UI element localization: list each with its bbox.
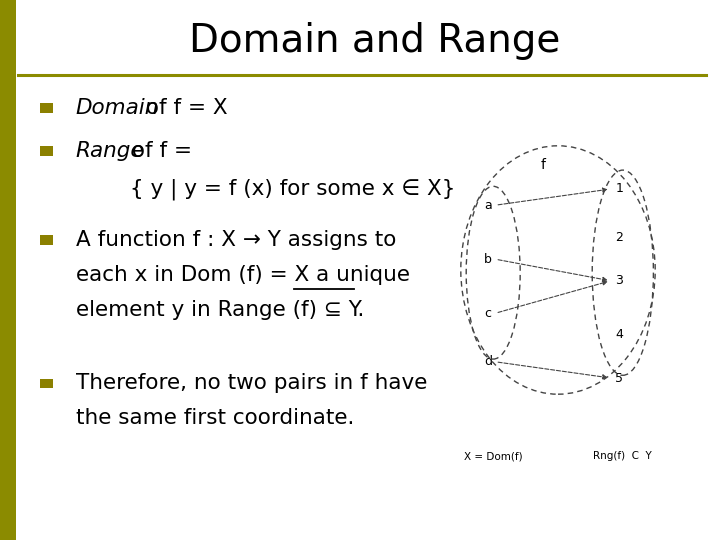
Text: A function f : X → Y assigns to: A function f : X → Y assigns to: [76, 230, 396, 251]
Text: 5: 5: [615, 372, 624, 384]
Text: X = Dom(f): X = Dom(f): [464, 451, 523, 461]
Text: b: b: [485, 253, 492, 266]
Bar: [40, 146, 53, 156]
Text: Therefore, no two pairs in f have: Therefore, no two pairs in f have: [76, 373, 427, 394]
Text: 2: 2: [616, 231, 623, 244]
Bar: [40, 103, 53, 113]
Text: 4: 4: [616, 328, 623, 341]
Text: c: c: [485, 307, 492, 320]
Bar: [40, 379, 53, 388]
Text: a: a: [485, 199, 492, 212]
Text: Rng(f)  C  Y: Rng(f) C Y: [593, 451, 652, 461]
Bar: [0, 0, 16, 540]
Text: 3: 3: [616, 274, 623, 287]
Text: 1: 1: [616, 183, 623, 195]
Text: { y | y = f (x) for some x ∈ X}: { y | y = f (x) for some x ∈ X}: [130, 178, 455, 200]
Text: the same first coordinate.: the same first coordinate.: [76, 408, 354, 429]
Text: Domain and Range: Domain and Range: [189, 22, 560, 59]
Text: d: d: [484, 355, 492, 368]
Text: Domain: Domain: [76, 98, 159, 118]
Bar: [40, 235, 53, 245]
Text: of f =: of f =: [125, 141, 192, 161]
Text: each x in Dom (f) = X a unique: each x in Dom (f) = X a unique: [76, 265, 410, 286]
Text: of f = X: of f = X: [139, 98, 228, 118]
Text: element y in Range (f) ⊆ Y.: element y in Range (f) ⊆ Y.: [76, 300, 364, 321]
Text: Range: Range: [76, 141, 144, 161]
Text: f: f: [541, 158, 546, 172]
